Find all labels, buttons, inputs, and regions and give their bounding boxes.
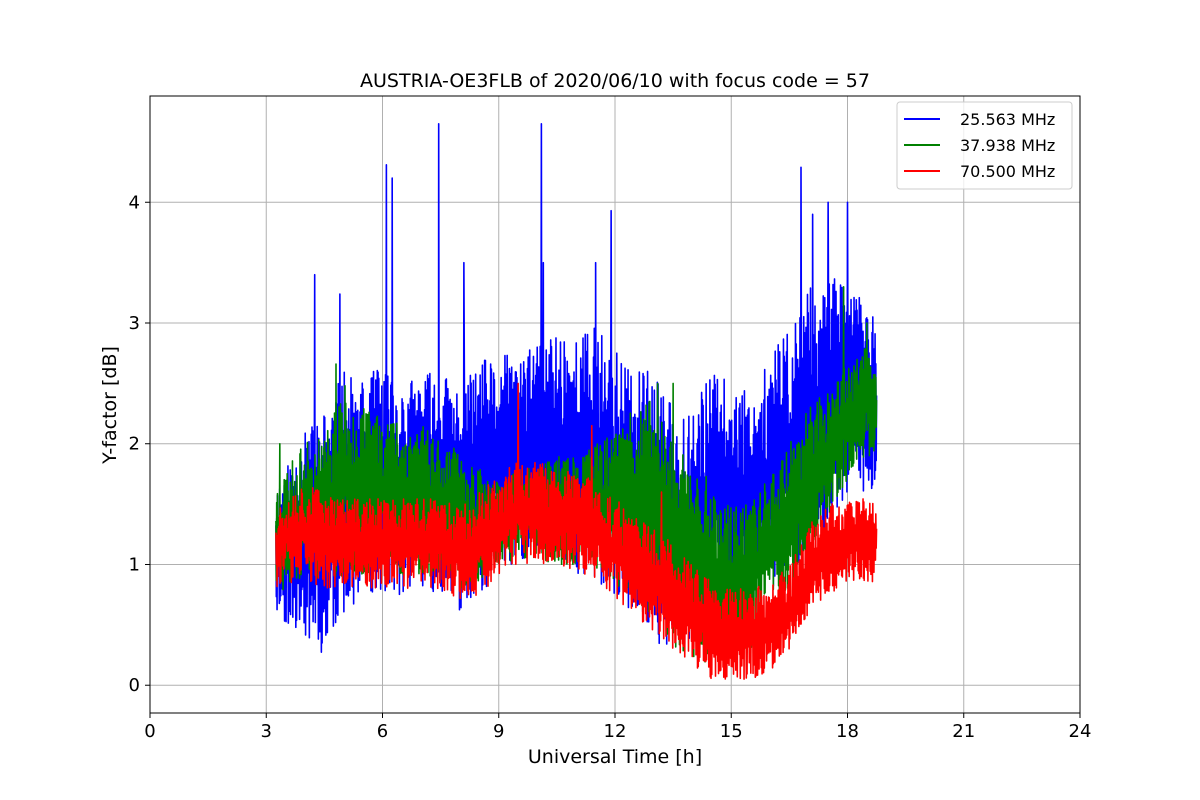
x-tick-label: 12 xyxy=(604,721,627,742)
x-tick-label: 24 xyxy=(1069,721,1092,742)
legend-label: 37.938 MHz xyxy=(960,136,1055,155)
legend-label: 25.563 MHz xyxy=(960,110,1055,129)
x-tick-label: 15 xyxy=(720,721,743,742)
y-tick-label: 1 xyxy=(129,554,140,575)
data-layer xyxy=(275,122,878,680)
x-tick-label: 0 xyxy=(144,721,155,742)
y-axis-label: Y-factor [dB] xyxy=(99,346,121,465)
y-tick-label: 4 xyxy=(129,192,140,213)
legend: 25.563 MHz 37.938 MHz 70.500 MHz xyxy=(896,101,1073,190)
x-tick-label: 21 xyxy=(952,721,975,742)
y-tick-label: 3 xyxy=(129,313,140,334)
series-line xyxy=(275,382,878,680)
x-tick-label: 18 xyxy=(836,721,859,742)
y-tick-label: 0 xyxy=(129,675,140,696)
legend-box xyxy=(896,101,1073,190)
chart-title: AUSTRIA-OE3FLB of 2020/06/10 with focus … xyxy=(360,70,870,92)
x-tick-label: 6 xyxy=(377,721,388,742)
y-tick-label: 2 xyxy=(129,434,140,455)
legend-label: 70.500 MHz xyxy=(960,162,1055,181)
x-tick-label: 3 xyxy=(261,721,272,742)
x-axis-label: Universal Time [h] xyxy=(528,746,702,768)
x-tick-label: 9 xyxy=(493,721,504,742)
